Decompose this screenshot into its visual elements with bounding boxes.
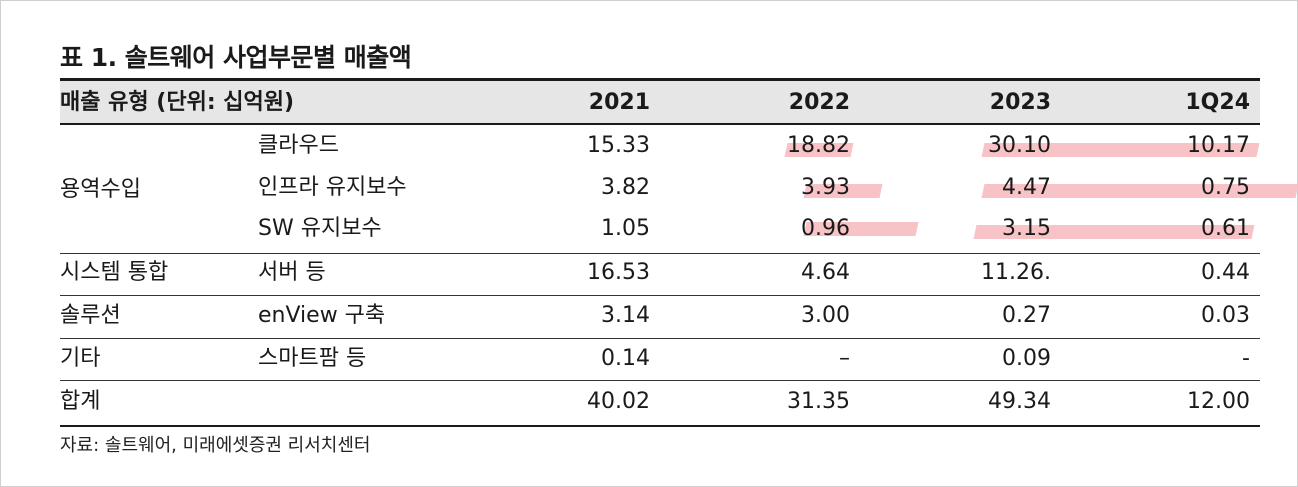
row-sub-label: 스마트팜 등: [258, 346, 367, 371]
cell-2021: 3.14: [601, 303, 650, 328]
row-sub-label: 서버 등: [258, 260, 326, 285]
cell-2023: 30.10: [988, 133, 1051, 158]
header-rule: [60, 123, 1260, 125]
cell-2023: 3.15: [1002, 216, 1051, 241]
cell-1q24: 0.44: [1201, 260, 1250, 285]
header-1q24: 1Q24: [1185, 90, 1250, 115]
cell-2023: 0.09: [1002, 346, 1051, 371]
cell-2021: 15.33: [587, 133, 650, 158]
cell-2021: 3.82: [601, 175, 650, 200]
group-si: 시스템 통합: [60, 260, 169, 285]
header-2023: 2023: [989, 90, 1051, 115]
cell-2023: 4.47: [1002, 175, 1051, 200]
header-2022: 2022: [788, 90, 850, 115]
cell-2021: 1.05: [601, 216, 650, 241]
top-rule: [60, 78, 1260, 81]
row-sub-label: SW 유지보수: [258, 216, 382, 241]
total-2021: 40.02: [587, 389, 650, 414]
cell-1q24: -: [1242, 346, 1250, 371]
cell-2022: 4.64: [801, 260, 850, 285]
source-note: 자료: 솔트웨어, 미래에셋증권 리서치센터: [60, 435, 371, 456]
total-1q24: 12.00: [1187, 389, 1250, 414]
header-type-label: 매출 유형 (단위: 십억원): [60, 90, 295, 115]
cell-1q24: 0.75: [1201, 175, 1250, 200]
group-service: 용역수입: [60, 177, 141, 202]
table-title: 표 1. 솔트웨어 사업부문별 매출액: [60, 43, 412, 72]
header-2021: 2021: [588, 90, 650, 115]
total-2023: 49.34: [988, 389, 1051, 414]
group-etc: 기타: [60, 346, 101, 371]
cell-1q24: 0.61: [1201, 216, 1250, 241]
cell-2022: –: [839, 346, 850, 371]
cell-2023: 0.27: [1002, 303, 1051, 328]
cell-2023: 11.26.: [981, 260, 1051, 285]
row-divider: [60, 253, 1260, 254]
row-sub-label: 인프라 유지보수: [258, 175, 407, 200]
cell-2022: 0.96: [801, 216, 850, 241]
group-solution: 솔루션: [60, 303, 121, 328]
cell-2021: 16.53: [587, 260, 650, 285]
row-sub-label: enView 구축: [258, 303, 386, 328]
header-background: [60, 81, 1260, 123]
cell-2021: 0.14: [601, 346, 650, 371]
row-divider: [60, 380, 1260, 381]
cell-2022: 3.00: [801, 303, 850, 328]
cell-2022: 3.93: [801, 175, 850, 200]
row-divider: [60, 295, 1260, 296]
row-sub-label: 클라우드: [258, 133, 339, 158]
bottom-rule: [60, 425, 1260, 427]
cell-1q24: 0.03: [1201, 303, 1250, 328]
cell-1q24: 10.17: [1187, 133, 1250, 158]
total-label: 합계: [60, 389, 101, 414]
total-2022: 31.35: [787, 389, 850, 414]
row-divider: [60, 338, 1260, 339]
cell-2022: 18.82: [787, 133, 850, 158]
